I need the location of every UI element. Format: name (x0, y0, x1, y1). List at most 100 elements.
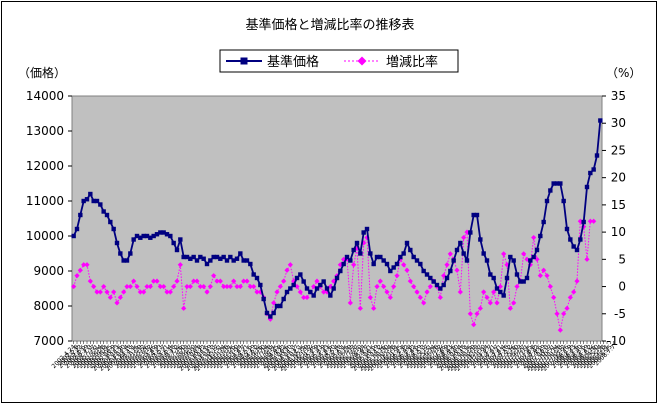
price-point (384, 261, 390, 267)
y-left-tick-label: 7000 (33, 334, 64, 348)
y-left-tick-label: 10000 (26, 229, 64, 243)
y-left-tick-label: 14000 (26, 89, 64, 103)
price-point (328, 293, 333, 298)
price-point (338, 268, 343, 274)
price-point (71, 233, 76, 239)
ratio-point (457, 289, 463, 295)
ratio-point (201, 283, 207, 290)
price-point (234, 256, 240, 261)
price-point (84, 197, 90, 202)
price-point (484, 258, 490, 263)
price-point (194, 258, 200, 263)
price-point (434, 282, 440, 288)
price-point (141, 233, 146, 239)
ratio-point (107, 294, 113, 301)
price-point (331, 286, 336, 291)
price-point (594, 153, 600, 158)
ratio-point (164, 289, 170, 295)
ratio-point (381, 283, 387, 290)
ratio-point (221, 283, 227, 290)
ratio-point (81, 262, 87, 268)
price-point (538, 233, 543, 239)
price-point (378, 254, 383, 260)
legend-label-ratio: 増減比率 (386, 54, 438, 70)
price-point (524, 275, 530, 281)
y-right-tick-label: 35 (611, 89, 626, 103)
ratio-point (507, 305, 513, 311)
ratio-point (484, 294, 490, 301)
y-right-tick-label: 30 (611, 116, 626, 130)
price-point (271, 310, 276, 316)
ratio-point (384, 289, 390, 295)
price-point (488, 272, 493, 277)
price-point (238, 251, 243, 256)
price-point (521, 279, 526, 284)
price-point (534, 247, 540, 253)
price-point (364, 226, 370, 232)
ratio-point (147, 283, 153, 290)
ratio-point (474, 311, 480, 317)
ratio-point (454, 267, 460, 273)
price-point (558, 181, 563, 186)
ratio-point (224, 283, 230, 290)
price-point (598, 118, 603, 123)
price-point (544, 198, 550, 204)
ratio-point (477, 305, 483, 311)
price-point (528, 258, 533, 263)
ratio-point (421, 300, 427, 306)
ratio-point (544, 273, 550, 279)
ratio-point (254, 289, 260, 295)
ratio-point (251, 283, 257, 290)
ratio-point (234, 283, 240, 290)
y-right-tick-label: 15 (611, 198, 626, 212)
price-point (468, 230, 473, 235)
price-point (278, 303, 283, 309)
price-point (551, 181, 556, 186)
price-point (158, 230, 163, 235)
ratio-point (197, 283, 203, 290)
ratio-point (467, 311, 473, 317)
ratio-point (214, 278, 220, 284)
ratio-point (461, 234, 467, 241)
price-point (474, 212, 480, 218)
y-right-ticks: -10 -5 0 5 10 15 20 25 30 35 (602, 89, 626, 348)
ratio-point (141, 289, 147, 295)
ratio-point (567, 294, 573, 301)
price-point (448, 268, 453, 274)
price-point (561, 198, 566, 204)
price-point (164, 232, 170, 237)
price-point (281, 296, 286, 302)
y-right-axis-label: （%） (606, 66, 641, 80)
y-right-tick-label: -10 (606, 334, 626, 348)
price-point (104, 212, 110, 218)
ratio-point (501, 251, 507, 257)
ratio-point (314, 278, 320, 284)
ratio-point (437, 294, 443, 301)
y-right-tick-label: 25 (611, 143, 626, 157)
price-point (254, 275, 260, 281)
price-point (94, 198, 100, 204)
price-point (554, 181, 560, 186)
price-point (591, 167, 596, 172)
price-point (314, 286, 320, 291)
price-point (148, 235, 153, 240)
price-point (304, 286, 310, 291)
price-point (371, 261, 376, 267)
price-point (494, 286, 500, 291)
ratio-point (407, 278, 413, 284)
price-point (298, 272, 303, 277)
y-right-tick-label: 5 (618, 252, 626, 266)
ratio-point (367, 294, 373, 301)
legend-box (219, 49, 459, 73)
ratio-point (551, 294, 557, 301)
ratio-point (531, 234, 537, 241)
ratio-point (471, 322, 477, 328)
ratio-point (161, 283, 167, 290)
ratio-point (571, 289, 577, 295)
price-point (344, 254, 350, 260)
price-point (248, 261, 253, 267)
ratio-point (124, 283, 130, 290)
price-point (438, 286, 443, 291)
price-point (231, 258, 236, 263)
series-ratio (71, 218, 597, 333)
